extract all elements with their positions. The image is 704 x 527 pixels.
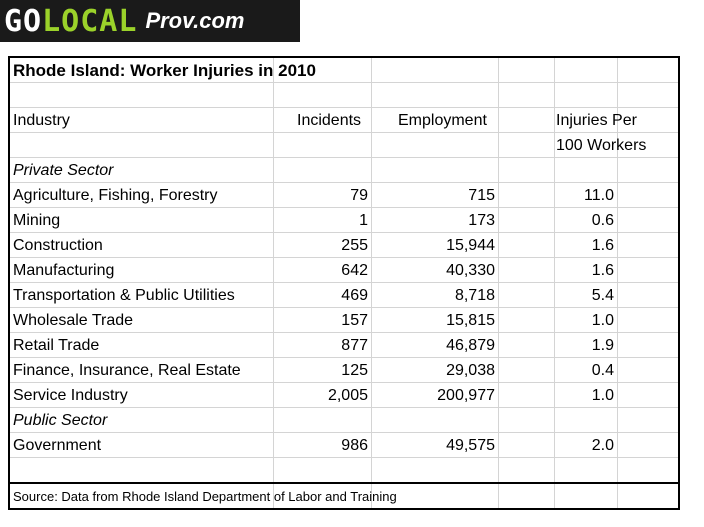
employment-cell: 46,879 — [446, 337, 495, 354]
header-incidents: Incidents — [297, 112, 362, 129]
logo-go-text: GO — [4, 3, 43, 39]
industry-cell: Agriculture, Fishing, Forestry — [13, 187, 218, 204]
industry-cell: Government — [13, 437, 102, 454]
incidents-cell: 469 — [341, 287, 368, 304]
sector-row: Private Sector — [10, 158, 678, 183]
rate-cell: 0.4 — [591, 362, 614, 379]
employment-cell: 173 — [468, 212, 495, 229]
table-row: Retail Trade 877 46,879 1.9 — [10, 333, 678, 358]
rate-cell: 1.6 — [591, 237, 614, 254]
header-row: Industry Incidents Employment Injuries P… — [10, 108, 678, 133]
table-row: Finance, Insurance, Real Estate 125 29,0… — [10, 358, 678, 383]
logo-local-text: LOCAL — [42, 3, 138, 39]
table-row: Government 986 49,575 2.0 — [10, 433, 678, 458]
employment-cell: 200,977 — [437, 387, 495, 404]
public-sector-label: Public Sector — [13, 412, 108, 429]
incidents-cell: 79 — [350, 187, 368, 204]
industry-cell: Construction — [13, 237, 103, 254]
rate-cell: 11.0 — [584, 187, 614, 204]
blank-row — [10, 458, 678, 483]
gridline — [371, 58, 372, 508]
site-logo-banner[interactable]: GO LOCAL Prov.com — [0, 0, 300, 42]
rate-cell: 1.6 — [591, 262, 614, 279]
industry-cell: Manufacturing — [13, 262, 115, 279]
industry-cell: Finance, Insurance, Real Estate — [13, 362, 241, 379]
rate-cell: 0.6 — [591, 212, 614, 229]
header-rate-line2: 100 Workers — [556, 137, 647, 154]
employment-cell: 15,815 — [446, 312, 495, 329]
header-rate-line1: Injuries Per — [556, 112, 637, 129]
incidents-cell: 877 — [341, 337, 368, 354]
industry-cell: Transportation & Public Utilities — [13, 287, 235, 304]
table-row: Agriculture, Fishing, Forestry 79 715 11… — [10, 183, 678, 208]
table-row: Construction 255 15,944 1.6 — [10, 233, 678, 258]
industry-cell: Retail Trade — [13, 337, 100, 354]
gridline — [273, 58, 274, 508]
table-row: Manufacturing 642 40,330 1.6 — [10, 258, 678, 283]
sector-row: Public Sector — [10, 408, 678, 433]
rate-cell: 1.9 — [591, 337, 614, 354]
gridline — [554, 58, 555, 508]
title-row: Rhode Island: Worker Injuries in 2010 — [10, 58, 678, 83]
industry-cell: Wholesale Trade — [13, 312, 134, 329]
logo-site-text: Prov.com — [145, 8, 245, 33]
incidents-cell: 2,005 — [327, 387, 368, 404]
header-industry: Industry — [13, 112, 70, 129]
private-sector-label: Private Sector — [13, 162, 114, 179]
blank-row — [10, 83, 678, 108]
header-employment: Employment — [398, 112, 487, 129]
table-row: Mining 1 173 0.6 — [10, 208, 678, 233]
employment-cell: 49,575 — [446, 437, 495, 454]
industry-cell: Mining — [13, 212, 61, 229]
incidents-cell: 255 — [341, 237, 368, 254]
source-divider — [10, 482, 678, 484]
table-row: Service Industry 2,005 200,977 1.0 — [10, 383, 678, 408]
rate-cell: 5.4 — [591, 287, 614, 304]
incidents-cell: 986 — [341, 437, 368, 454]
industry-cell: Service Industry — [13, 387, 128, 404]
source-row: Source: Data from Rhode Island Departmen… — [10, 484, 678, 508]
header-row-2: 100 Workers — [10, 133, 678, 158]
gridline — [617, 58, 618, 508]
employment-cell: 15,944 — [446, 237, 495, 254]
source-note: Source: Data from Rhode Island Departmen… — [13, 489, 397, 504]
employment-cell: 40,330 — [446, 262, 495, 279]
table-row: Transportation & Public Utilities 469 8,… — [10, 283, 678, 308]
employment-cell: 29,038 — [446, 362, 495, 379]
rate-cell: 1.0 — [591, 387, 614, 404]
employment-cell: 8,718 — [454, 287, 495, 304]
rate-cell: 2.0 — [591, 437, 614, 454]
rate-cell: 1.0 — [591, 312, 614, 329]
incidents-cell: 1 — [359, 212, 368, 229]
employment-cell: 715 — [468, 187, 495, 204]
incidents-cell: 125 — [341, 362, 368, 379]
table-title: Rhode Island: Worker Injuries in 2010 — [13, 61, 316, 80]
table-row: Wholesale Trade 157 15,815 1.0 — [10, 308, 678, 333]
injury-table: Rhode Island: Worker Injuries in 2010 In… — [8, 56, 680, 510]
incidents-cell: 157 — [341, 312, 368, 329]
incidents-cell: 642 — [341, 262, 368, 279]
gridline — [498, 58, 499, 508]
